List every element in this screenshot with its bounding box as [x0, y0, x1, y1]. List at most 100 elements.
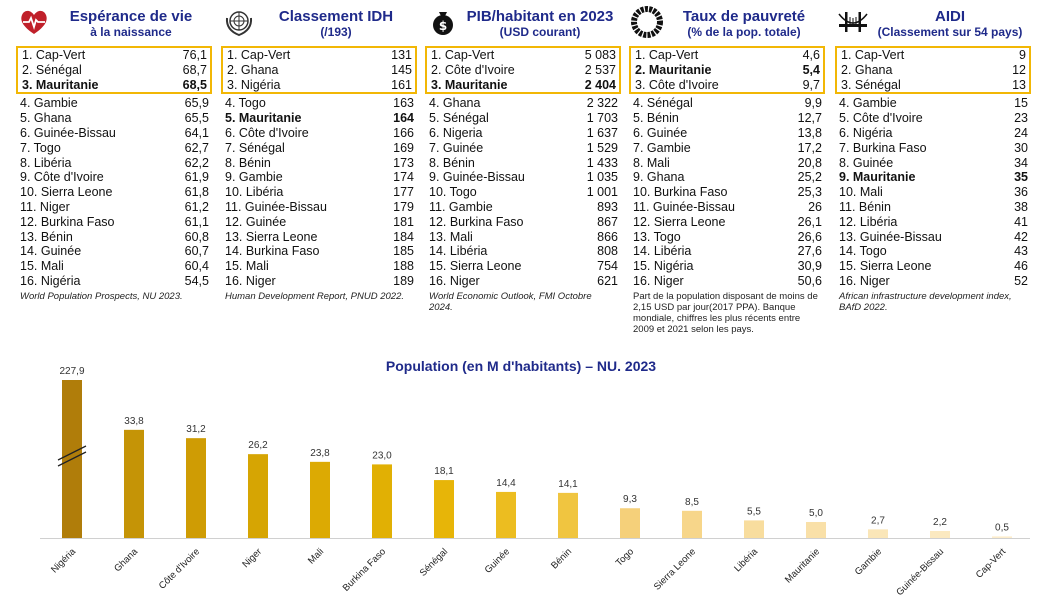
- category-tick-label: Gambie: [853, 546, 884, 577]
- indicator-value: 65,5: [184, 111, 209, 126]
- ranking-row: 8. Bénin 173: [221, 156, 417, 171]
- indicator-value: 65,9: [184, 96, 209, 111]
- bar: [992, 536, 1012, 538]
- top3-highlight-box: 1. Cap-Vert 5 083 2. Côte d'Ivoire 2 537 3. …: [425, 46, 621, 95]
- indicator-value: 9: [1019, 48, 1026, 62]
- data-label: 2,2: [933, 517, 947, 528]
- data-label: 26,2: [248, 440, 268, 451]
- category-tick-label: Sierra Leone: [652, 546, 698, 592]
- indicator-value: 145: [391, 62, 412, 77]
- indicator-value: 867: [597, 214, 618, 229]
- indicator-value: 1 001: [586, 185, 618, 200]
- ranking-row: 13. Bénin 60,8: [16, 230, 212, 245]
- country-label: 14. Libéria: [633, 244, 692, 259]
- country-label: 10. Togo: [429, 185, 477, 200]
- country-label: 6. Guinée-Bissau: [20, 125, 116, 140]
- country-label: 2. Ghana: [227, 62, 279, 77]
- country-label: 15. Sierra Leone: [839, 259, 932, 274]
- ranking-row: 14. Burkina Faso 185: [221, 244, 417, 259]
- ranking-row: 8. Bénin 1 433: [425, 156, 621, 171]
- indicator-value: 131: [391, 48, 412, 62]
- ranking-row: 9. Mauritanie 35: [835, 170, 1031, 185]
- ranking-row: 13. Guinée-Bissau 42: [835, 230, 1031, 245]
- country-label: 6. Nigeria: [429, 125, 483, 140]
- ranking-row: 11. Bénin 38: [835, 200, 1031, 215]
- indicator-value: 9,9: [804, 96, 822, 111]
- country-label: 2. Ghana: [841, 62, 893, 77]
- indicator-value: 23: [1014, 111, 1028, 126]
- ranking-row: 9. Gambie 174: [221, 170, 417, 185]
- country-label: 10. Libéria: [225, 185, 284, 200]
- category-tick-label: Sénégal: [418, 546, 450, 578]
- country-label: 8. Libéria: [20, 155, 72, 170]
- ranking-row: 5. Bénin 12,7: [629, 111, 825, 126]
- panel-title: Taux de pauvreté: [682, 8, 806, 25]
- indicator-value: 808: [597, 244, 618, 259]
- bar: [806, 522, 826, 538]
- country-label: 4. Gambie: [839, 96, 897, 111]
- source-note: World Economic Outlook, FMI Octobre 2024…: [429, 290, 592, 313]
- panel-title: Classement IDH: [278, 8, 394, 25]
- category-tick-label: Nigéria: [49, 546, 79, 576]
- indicator-value: 174: [393, 170, 414, 185]
- indicator-value: 163: [393, 96, 414, 111]
- panel-title: Espérance de vie: [69, 8, 193, 25]
- money-bag-icon: $: [427, 6, 459, 38]
- ranking-row: 2. Ghana 145: [223, 63, 415, 78]
- indicator-value: 1 035: [586, 170, 618, 185]
- country-label: 3. Mauritanie: [22, 77, 99, 92]
- country-label: 16. Niger: [429, 273, 480, 288]
- category-tick-label: Mauritanie: [783, 546, 822, 585]
- indicator-value: 68,5: [182, 77, 207, 92]
- indicator-value: 15: [1014, 96, 1028, 111]
- ranking-row: 15. Mali 188: [221, 259, 417, 274]
- country-label: 5. Ghana: [20, 111, 72, 126]
- country-label: 13. Mali: [429, 229, 473, 244]
- ranking-row: 1. Cap-Vert 76,1: [18, 48, 210, 63]
- indicator-value: 62,7: [184, 140, 209, 155]
- indicator-value: 76,1: [182, 48, 207, 62]
- country-label: 12. Sierra Leone: [633, 214, 726, 229]
- ranking-row: 7. Burkina Faso 30: [835, 141, 1031, 156]
- bar: [248, 454, 268, 538]
- ranking-row: 3. Mauritanie 2 404: [427, 78, 619, 93]
- category-tick-label: Côte d'Ivoire: [157, 546, 202, 591]
- country-label: 2. Sénégal: [22, 62, 82, 77]
- category-tick-label: Togo: [614, 546, 636, 568]
- ranking-row: 7. Guinée 1 529: [425, 141, 621, 156]
- country-label: 15. Mali: [20, 259, 64, 274]
- ranking-row: 5. Mauritanie 164: [221, 111, 417, 126]
- data-label: 31,2: [186, 424, 206, 435]
- bar: [744, 520, 764, 538]
- indicator-value: 26: [808, 199, 822, 214]
- ranking-list: 4. Togo 163 5. Mauritanie 164 6. Côte d'Ivoi…: [221, 94, 417, 288]
- source-note: Part de la population disposant de moins…: [633, 290, 818, 335]
- ranking-row: 11. Gambie 893: [425, 200, 621, 215]
- panel-title: PIB/habitant en 2023: [466, 8, 614, 25]
- country-label: 12. Burkina Faso: [20, 214, 115, 229]
- bar: [558, 492, 578, 538]
- indicator-value: 35: [1014, 170, 1028, 185]
- ranking-row: 6. Nigeria 1 637: [425, 126, 621, 141]
- ranking-row: 4. Togo 163: [221, 96, 417, 111]
- indicator-value: 61,8: [184, 185, 209, 200]
- ranking-row: 3. Côte d'Ivoire 9,7: [631, 78, 823, 93]
- ranking-row: 13. Togo 26,6: [629, 230, 825, 245]
- ranking-row: 16. Niger 50,6: [629, 274, 825, 289]
- indicator-value: 1 433: [586, 155, 618, 170]
- country-label: 8. Bénin: [225, 155, 271, 170]
- top3-highlight-box: 1. Cap-Vert 76,1 2. Sénégal 68,7 3. Mauritan…: [16, 46, 212, 95]
- country-label: 11. Bénin: [839, 199, 891, 214]
- bar: [372, 464, 392, 538]
- country-label: 9. Guinée-Bissau: [429, 170, 525, 185]
- ranking-row: 12. Burkina Faso 867: [425, 215, 621, 230]
- indicator-value: 13,8: [797, 125, 822, 140]
- ranking-row: 4. Sénégal 9,9: [629, 96, 825, 111]
- indicator-value: 60,8: [184, 229, 209, 244]
- country-label: 5. Sénégal: [429, 111, 489, 126]
- top3-highlight-box: 1. Cap-Vert 9 2. Ghana 12 3. Sénégal 13: [835, 46, 1031, 95]
- country-label: 12. Guinée: [225, 214, 287, 229]
- country-label: 14. Burkina Faso: [225, 244, 320, 259]
- panel-subtitle: (/193): [320, 25, 352, 39]
- country-label: 1. Cap-Vert: [227, 48, 291, 62]
